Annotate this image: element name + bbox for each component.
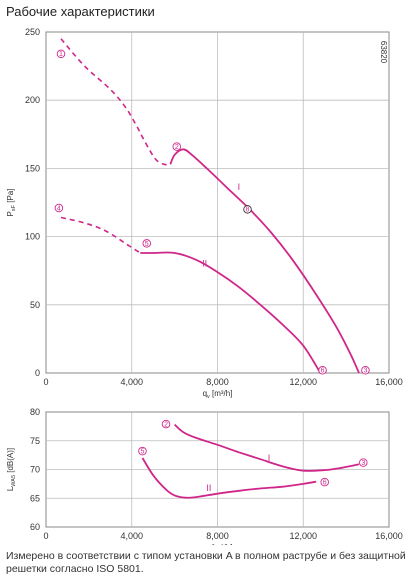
page-title: Рабочие характеристики xyxy=(6,4,155,19)
point-marker-label: 5 xyxy=(145,241,149,248)
x-tick-label: 16,000 xyxy=(375,531,403,541)
point-marker-label: 4 xyxy=(57,205,61,212)
charts-canvas: 0 4,000 8,000 12,000 16,000050100150200250qv… xyxy=(6,27,403,545)
curve-label-II: II xyxy=(206,483,211,493)
x-tick-label: 0 xyxy=(43,531,48,541)
point-marker-label: 3 xyxy=(361,460,365,467)
point-marker-label: 1 xyxy=(59,51,63,58)
point-marker-4 xyxy=(54,203,64,213)
point-marker-2 xyxy=(172,142,182,151)
pressure-chart: 0 4,000 8,000 12,000 16,000 0 50 100 150 200 250 qv… xyxy=(6,27,403,400)
point-marker-2 xyxy=(161,419,171,429)
x-tick-label: 12,000 xyxy=(289,377,317,387)
footnote: Измерено в соответствии с типом установк… xyxy=(6,550,406,575)
point-marker-label: 6 xyxy=(321,368,325,375)
y-tick-label: 100 xyxy=(25,232,40,242)
series-II-dashed-line xyxy=(60,216,141,254)
y-tick-label: 0 xyxy=(35,368,40,378)
x-tick-label: 12,000 xyxy=(289,531,317,541)
point-marker-6 xyxy=(318,366,327,375)
y-tick-label: 200 xyxy=(25,95,40,105)
y-axis-label: LWA5 [dB(A)] xyxy=(6,448,17,491)
x-axis-label: qv [m³/h] xyxy=(203,389,233,400)
point-marker-label: 3 xyxy=(363,368,367,375)
curve-label-I: I xyxy=(238,182,241,192)
x-tick-label: 4,000 xyxy=(120,377,143,387)
series-I-dashed-line xyxy=(60,38,171,166)
point-marker-3 xyxy=(359,458,368,467)
curve-label-I: I xyxy=(268,453,271,463)
y-tick-label: 50 xyxy=(30,300,40,310)
y-tick-label: 250 xyxy=(25,27,40,37)
point-marker-label: 2 xyxy=(175,144,179,151)
x-tick-label: 0 xyxy=(43,377,48,387)
point-marker-3 xyxy=(361,366,370,375)
y-tick-label: 70 xyxy=(30,465,40,475)
x-tick-label: 16,000 xyxy=(375,377,403,387)
point-marker-label: 5 xyxy=(141,449,145,456)
point-marker-1 xyxy=(56,49,66,59)
curve-label-II: II xyxy=(202,259,207,269)
point-marker-5 xyxy=(138,446,147,456)
x-axis-label: qv [m³/h] xyxy=(203,543,233,545)
series-II-line xyxy=(140,251,322,374)
x-tick-label: 4,000 xyxy=(120,531,143,541)
point-marker-label: 6 xyxy=(323,480,327,487)
series-I-line xyxy=(173,423,360,472)
point-marker-8 xyxy=(243,205,252,214)
y-tick-label: 150 xyxy=(25,163,40,173)
y-tick-label: 60 xyxy=(30,522,40,532)
x-tick-label: 8,000 xyxy=(206,531,229,541)
point-marker-5 xyxy=(142,239,152,248)
series-II-line xyxy=(141,457,317,499)
y-tick-label: 75 xyxy=(30,436,40,446)
y-axis-label: PsF [Pa] xyxy=(6,189,17,217)
x-tick-label: 8,000 xyxy=(206,377,229,387)
y-tick-label: 65 xyxy=(30,493,40,503)
chart-code-label: 63820 xyxy=(379,41,388,64)
point-marker-6 xyxy=(320,477,329,487)
y-tick-label: 80 xyxy=(30,407,40,417)
point-marker-label: 2 xyxy=(164,421,168,428)
point-marker-label: 8 xyxy=(246,207,250,214)
